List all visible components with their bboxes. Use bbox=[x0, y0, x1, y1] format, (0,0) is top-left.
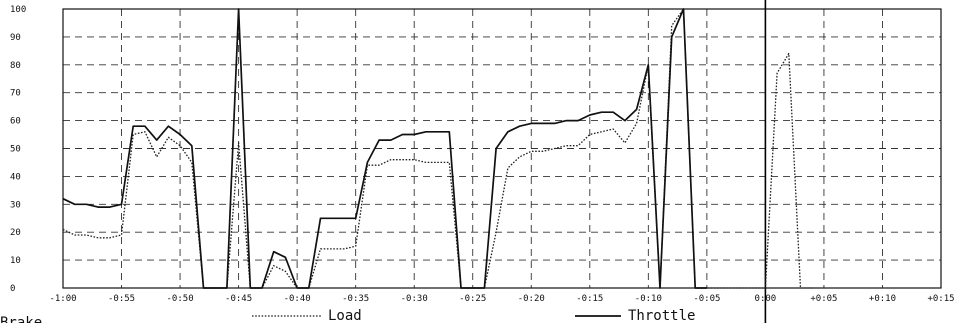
x-tick-label: -0:20 bbox=[518, 294, 545, 304]
series-layer bbox=[62, 8, 813, 289]
legend-label-brake-partial: Brake bbox=[0, 315, 42, 323]
plot-frame bbox=[62, 8, 942, 289]
y-tick-label: 20 bbox=[10, 228, 21, 238]
y-tick-label: 10 bbox=[10, 256, 21, 266]
x-tick-label: -0:55 bbox=[108, 294, 135, 304]
y-tick-label: 60 bbox=[10, 117, 21, 127]
x-tick-label: -0:10 bbox=[635, 294, 662, 304]
x-tick-label: -0:25 bbox=[459, 294, 486, 304]
x-tick-label: -0:50 bbox=[167, 294, 194, 304]
y-tick-label: 70 bbox=[10, 89, 21, 99]
y-tick-label: 100 bbox=[10, 5, 26, 15]
axes bbox=[62, 0, 942, 323]
y-tick-label: 0 bbox=[10, 284, 15, 294]
x-tick-label: +0:10 bbox=[869, 294, 896, 304]
x-tick-label: +0:05 bbox=[810, 294, 837, 304]
x-tick-label: -0:15 bbox=[576, 294, 603, 304]
x-tick-label: +0:15 bbox=[927, 294, 954, 304]
x-tick-label: -0:40 bbox=[284, 294, 311, 304]
x-tick-label: -0:30 bbox=[401, 294, 428, 304]
y-tick-label: 80 bbox=[10, 61, 21, 71]
x-tick-label: -0:45 bbox=[225, 294, 252, 304]
tick-labels: 0 10 20 30 40 50 60 70 80 90 100 -1:00 -0:55 -0:50 -0:… bbox=[10, 5, 955, 304]
legend-label-throttle: Throttle bbox=[628, 308, 695, 323]
x-tick-label: -0:05 bbox=[693, 294, 720, 304]
legend: Load Throttle Brake bbox=[0, 308, 695, 323]
y-tick-label: 40 bbox=[10, 172, 21, 182]
y-tick-label: 90 bbox=[10, 33, 21, 43]
series-line-throttle bbox=[62, 8, 707, 289]
x-tick-label: 0:00 bbox=[755, 294, 777, 304]
x-tick-label: -1:00 bbox=[49, 294, 76, 304]
y-tick-label: 30 bbox=[10, 200, 21, 210]
x-tick-label: -0:35 bbox=[342, 294, 369, 304]
y-tick-label: 50 bbox=[10, 145, 21, 155]
legend-label-load: Load bbox=[328, 308, 362, 323]
